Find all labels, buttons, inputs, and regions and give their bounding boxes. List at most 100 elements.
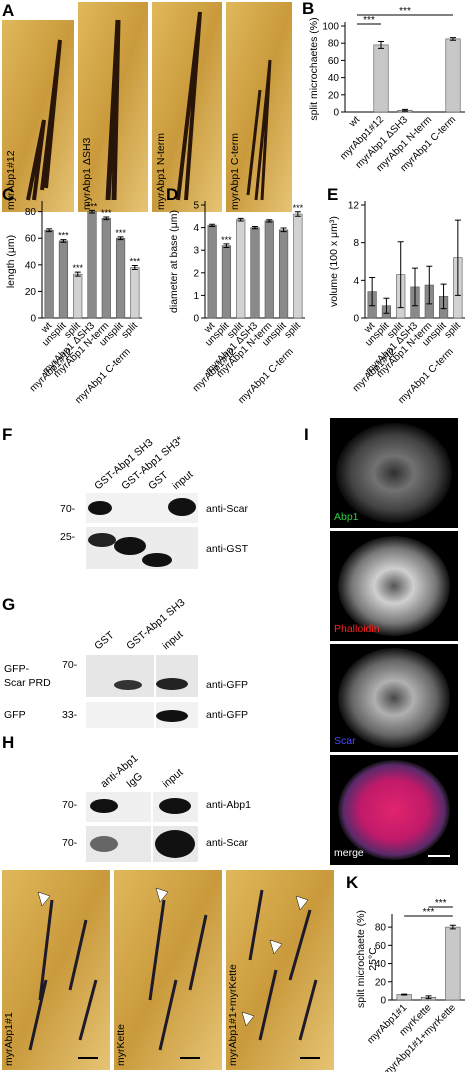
error-bar <box>117 236 124 241</box>
y-tick-label: 80 <box>328 39 340 50</box>
y-axis-label: length (μm) <box>5 235 17 288</box>
panel-f: F GST-Abp1 SH3 GST-Abp1 SH3* GST input 7… <box>2 425 249 569</box>
bar <box>101 217 111 319</box>
band <box>88 533 116 547</box>
lane-label: input <box>170 468 195 492</box>
x-tick-label: wt <box>347 114 363 130</box>
x-tick-label: split <box>443 320 464 341</box>
blot-label: anti-Scar <box>206 503 249 515</box>
band <box>155 830 195 858</box>
annotation: *** <box>58 231 69 241</box>
channel-label: Scar <box>334 735 356 747</box>
annotation: *** <box>101 208 112 218</box>
y-tick-label: 2 <box>193 268 199 279</box>
annotation: *** <box>423 907 435 918</box>
y-tick-label: 0 <box>333 108 339 119</box>
y-tick-label: 40 <box>375 959 387 970</box>
panel-g: G GST GST-Abp1 SH3 input GFP- Scar PRD G… <box>2 595 248 728</box>
bristle <box>105 19 121 201</box>
bar <box>445 926 461 1001</box>
error-bar <box>237 217 244 222</box>
y-tick-label: 80 <box>25 207 37 218</box>
y-tick-label: 60 <box>25 234 37 245</box>
image-label: myrAbp1#12 <box>5 150 17 210</box>
lane-label: input <box>160 766 185 790</box>
image-label: myrKette <box>115 1024 127 1066</box>
lane-label: GST <box>92 629 117 652</box>
panel-i: I Abp1 Phalloidin Scar merge <box>304 418 458 865</box>
marker: 70- <box>62 799 78 811</box>
panel-letter: G <box>2 595 15 614</box>
panel-a: A myrAbp1#12 myrAbp1 ΔSH3 myrAbp1 N-term… <box>2 1 292 212</box>
band <box>142 553 172 567</box>
row-label: GFP <box>4 709 26 721</box>
blot <box>86 655 198 697</box>
band <box>168 498 196 516</box>
error-bar <box>223 243 230 248</box>
error-bar <box>401 993 408 996</box>
y-tick-label: 60 <box>328 56 340 67</box>
bar <box>221 245 232 319</box>
y-tick-label: 100 <box>322 22 339 33</box>
error-bar <box>383 297 390 314</box>
x-tick-label: split <box>120 320 141 341</box>
annotation: *** <box>87 201 98 211</box>
y-tick-label: 0 <box>193 314 199 325</box>
y-tick-label: 4 <box>353 276 359 287</box>
error-bar <box>402 108 408 112</box>
error-bar <box>74 271 81 277</box>
y-axis-label: split microchaetes (%) <box>308 17 320 120</box>
panel-letter: A <box>2 1 14 20</box>
panel-letter: F <box>2 425 12 444</box>
y-tick-label: 12 <box>348 201 360 212</box>
panel-letter: B <box>302 0 314 18</box>
marker: 25- <box>60 531 76 543</box>
band <box>156 710 188 722</box>
panel-letter: H <box>2 733 14 752</box>
band <box>156 678 188 690</box>
annotation: *** <box>293 203 304 213</box>
annotation: *** <box>363 15 375 26</box>
bar <box>87 211 97 319</box>
band <box>90 836 118 852</box>
micrograph <box>226 870 334 1070</box>
band <box>90 799 118 813</box>
lane-label: input <box>160 628 185 652</box>
annotation: *** <box>435 898 447 909</box>
error-bar <box>103 216 110 221</box>
channel-label: Abp1 <box>334 511 359 523</box>
panel-j: J myrAbp1#1 myrKette myrAbp1#1+myrKette <box>2 870 334 1070</box>
bar <box>73 273 83 319</box>
bristle <box>26 39 62 201</box>
error-bar <box>369 277 376 307</box>
subtitle: 25°C <box>367 947 379 971</box>
error-bar <box>454 219 461 296</box>
bar <box>293 213 303 319</box>
annotation: *** <box>130 256 141 266</box>
error-bar <box>209 223 216 227</box>
annotation: *** <box>72 263 83 273</box>
blot-label: anti-GFP <box>206 709 248 721</box>
error-bar <box>397 241 404 309</box>
error-bar <box>46 228 53 233</box>
bar <box>130 267 140 319</box>
error-bar <box>449 924 456 930</box>
annotation: *** <box>221 235 232 245</box>
marker: 70- <box>60 503 76 515</box>
error-bar <box>426 265 433 305</box>
error-bar <box>131 264 138 270</box>
y-tick-label: 60 <box>375 941 387 952</box>
bristle <box>176 11 202 201</box>
image-label: myrAbp1 C-term <box>229 133 241 210</box>
channel-label: merge <box>334 847 364 859</box>
micrograph <box>2 870 110 1070</box>
image-label: myrAbp1#1+myrKette <box>227 964 239 1066</box>
y-axis-label: diameter at base (μm) <box>168 210 180 313</box>
error-bar <box>89 209 95 214</box>
bar <box>207 225 217 319</box>
y-tick-label: 0 <box>380 996 386 1007</box>
panel-letter: D <box>166 185 178 204</box>
y-tick-label: 20 <box>375 977 387 988</box>
band <box>159 798 191 814</box>
error-bar <box>60 239 67 243</box>
